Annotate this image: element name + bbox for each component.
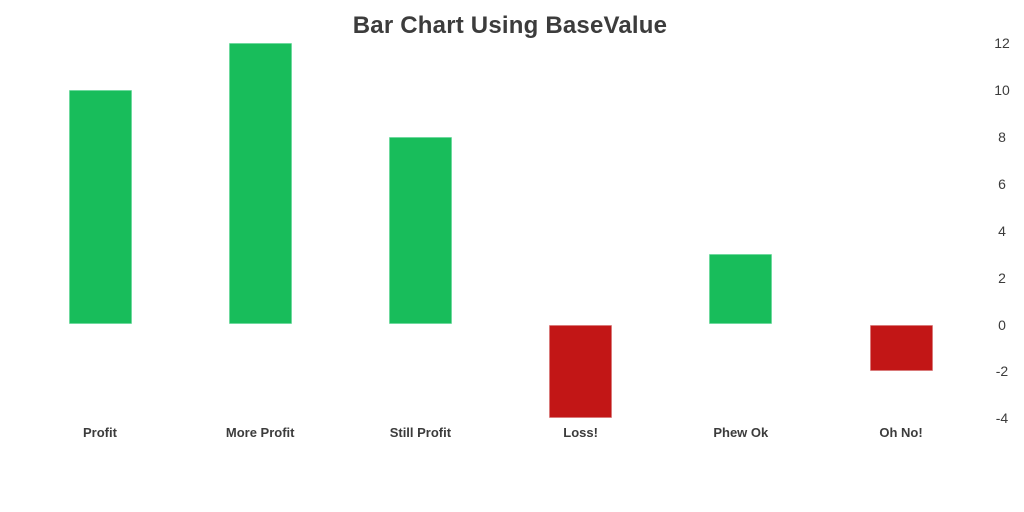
x-axis-label-still-profit: Still Profit xyxy=(389,425,452,440)
x-axis-label-profit: Profit xyxy=(83,425,117,440)
y-axis-tick: 12 xyxy=(994,35,1010,52)
bar-still-profit[interactable] xyxy=(388,137,452,325)
y-axis-tick: -2 xyxy=(995,363,1009,380)
y-axis-tick: 0 xyxy=(998,316,1006,333)
y-axis-tick: 8 xyxy=(998,129,1006,146)
x-axis-label-oh-no: Oh No! xyxy=(879,425,923,440)
y-axis-tick: 4 xyxy=(998,222,1006,239)
y-axis-tick: 10 xyxy=(994,82,1010,99)
bar-profit[interactable] xyxy=(68,90,132,325)
bar-phew-ok[interactable] xyxy=(709,254,773,325)
x-axis-label-more-profit: More Profit xyxy=(225,425,295,440)
bar-oh-no[interactable] xyxy=(869,324,933,372)
x-axis-label-loss: Loss! xyxy=(563,425,598,440)
bar-loss[interactable] xyxy=(549,324,613,419)
chart-title: Bar Chart Using BaseValue xyxy=(352,12,668,39)
y-axis-tick: 6 xyxy=(998,175,1006,192)
y-axis-tick: -4 xyxy=(995,410,1009,427)
bar-more-profit[interactable] xyxy=(228,43,292,325)
x-axis-label-phew-ok: Phew Ok xyxy=(713,425,769,440)
y-axis-tick: 2 xyxy=(998,269,1006,286)
